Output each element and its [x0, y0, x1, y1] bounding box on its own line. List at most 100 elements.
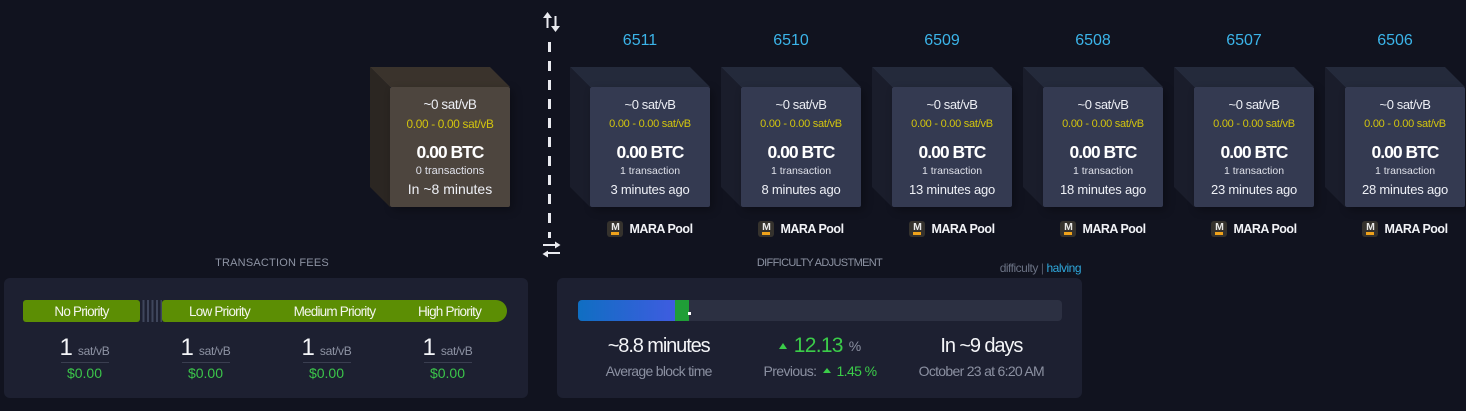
block-height-link[interactable]: 6507 — [1226, 32, 1262, 49]
block-front-face: ~0 sat/vB 0.00 - 0.00 sat/vB 0.00 BTC 1 … — [590, 87, 710, 207]
progress-now-marker — [687, 312, 691, 315]
median-fee: ~0 sat/vB — [423, 96, 477, 112]
block-left-face — [1174, 67, 1194, 207]
arrow-up-down-icon — [543, 12, 560, 32]
mined-block-column: 6507 ~0 sat/vB 0.00 - 0.00 sat/vB 0.00 B… — [1174, 0, 1314, 260]
pool-logo-icon: M — [1060, 220, 1077, 237]
mining-pool-link[interactable]: M MARA Pool — [1043, 220, 1163, 237]
fee-divider — [302, 362, 351, 363]
median-fee: ~0 sat/vB — [1228, 96, 1280, 112]
average-block-time-label: Average block time — [605, 362, 713, 379]
block-top-face — [370, 67, 510, 87]
mined-block[interactable]: ~0 sat/vB 0.00 - 0.00 sat/vB 0.00 BTC 1 … — [721, 67, 861, 207]
block-height-link[interactable]: 6509 — [924, 32, 960, 49]
fee-rate-high-priority: 1 sat/vB $0.00 — [387, 334, 508, 394]
tx-count: 1 transaction — [619, 164, 681, 177]
mined-block-column: 6506 ~0 sat/vB 0.00 - 0.00 sat/vB 0.00 B… — [1325, 0, 1465, 260]
difficulty-adjustment-card: ~8.8 minutes Average block time 12.13 % … — [557, 278, 1082, 398]
low-priority-badge[interactable]: Low Priority — [189, 303, 251, 319]
mined-block-column: 6510 ~0 sat/vB 0.00 - 0.00 sat/vB 0.00 B… — [721, 0, 861, 260]
fee-rate-no-priority: 1 sat/vB $0.00 — [24, 334, 145, 394]
fee-fiat-value: $0.00 — [187, 365, 224, 381]
total-btc: 0.00 BTC — [918, 141, 987, 162]
arrow-up-icon — [778, 343, 787, 349]
fee-rate-unit: sat/vB — [77, 344, 110, 358]
block-height-link[interactable]: 6511 — [622, 32, 658, 49]
mining-pool-link[interactable]: M MARA Pool — [892, 220, 1012, 237]
progress-elapsed — [578, 300, 676, 321]
block-height-link[interactable]: 6510 — [773, 32, 809, 49]
block-top-face — [1174, 67, 1314, 87]
fee-range: 0.00 - 0.00 sat/vB — [406, 116, 494, 131]
total-btc: 0.00 BTC — [616, 141, 685, 162]
mining-pool-link[interactable]: M MARA Pool — [1345, 220, 1465, 237]
mining-pool-link[interactable]: M MARA Pool — [590, 220, 710, 237]
time-ago: 28 minutes ago — [1361, 181, 1449, 197]
median-fee: ~0 sat/vB — [775, 96, 827, 112]
block-left-face — [1325, 67, 1345, 207]
toggle-separator: | — [1040, 261, 1044, 275]
total-btc: 0.00 BTC — [1371, 141, 1440, 162]
arrow-up-icon — [823, 368, 832, 373]
time-ago: 8 minutes ago — [761, 181, 841, 197]
pool-logo-icon: M — [1362, 220, 1379, 237]
block-top-face — [872, 67, 1012, 87]
difficulty-change-unit: % — [848, 338, 862, 354]
fee-rate-low-priority: 1 sat/vB $0.00 — [145, 334, 266, 394]
block-left-face — [570, 67, 590, 207]
difficulty-progress-bar — [578, 300, 1062, 321]
retarget-stat: In ~9 days October 23 at 6:20 AM — [901, 332, 1062, 390]
mined-block[interactable]: ~0 sat/vB 0.00 - 0.00 sat/vB 0.00 BTC 1 … — [1174, 67, 1314, 207]
block-top-face — [721, 67, 861, 87]
high-priority-badge[interactable]: High Priority — [417, 303, 482, 319]
fee-rate-unit: sat/vB — [319, 344, 352, 358]
difficulty-panel-title: DIFFICULTY ADJUSTMENT — [756, 257, 883, 269]
mined-block-column: 6509 ~0 sat/vB 0.00 - 0.00 sat/vB 0.00 B… — [872, 0, 1012, 260]
fee-rate-value: 1 — [422, 334, 436, 361]
tx-count: 0 transactions — [415, 164, 485, 177]
pool-logo-icon: M — [909, 220, 926, 237]
mining-pool-link[interactable]: M MARA Pool — [1194, 220, 1314, 237]
swap-horizontal-icon — [542, 241, 561, 258]
toggle-halving-link[interactable]: halving — [1046, 261, 1081, 275]
fee-rate-unit: sat/vB — [440, 344, 473, 358]
average-block-time-stat: ~8.8 minutes Average block time — [578, 332, 739, 390]
retarget-date-label: October 23 at 6:20 AM — [918, 362, 1045, 379]
no-priority-badge[interactable]: No Priority — [23, 300, 140, 322]
block-height-link[interactable]: 6506 — [1377, 32, 1413, 49]
pool-name: MARA Pool — [629, 221, 693, 236]
fee-range: 0.00 - 0.00 sat/vB — [1364, 117, 1446, 130]
block-eta: In ~8 minutes — [407, 180, 493, 197]
difficulty-change-value: 12.13 — [793, 334, 844, 357]
fee-fiat-value: $0.00 — [308, 365, 345, 381]
total-btc: 0.00 BTC — [767, 141, 836, 162]
pool-logo-icon: M — [1211, 220, 1228, 237]
time-ago: 18 minutes ago — [1059, 181, 1147, 197]
mined-block[interactable]: ~0 sat/vB 0.00 - 0.00 sat/vB 0.00 BTC 1 … — [872, 67, 1012, 207]
mined-block[interactable]: ~0 sat/vB 0.00 - 0.00 sat/vB 0.00 BTC 1 … — [1023, 67, 1163, 207]
mempool-block[interactable]: ~0 sat/vB 0.00 - 0.00 sat/vB 0.00 BTC 0 … — [370, 67, 510, 207]
toggle-difficulty-link[interactable]: difficulty — [999, 261, 1039, 275]
block-height-link[interactable]: 6508 — [1075, 32, 1111, 49]
difficulty-change-stat: 12.13 % Previous: 1.45 % — [739, 332, 900, 390]
total-btc: 0.00 BTC — [1220, 141, 1289, 162]
tx-count: 1 transaction — [1374, 164, 1436, 177]
mining-pool-link[interactable]: M MARA Pool — [741, 220, 861, 237]
pool-name: MARA Pool — [1233, 221, 1297, 236]
fee-rate-value: 1 — [180, 334, 194, 361]
fee-fiat-value: $0.00 — [66, 365, 103, 381]
fee-fiat-value: $0.00 — [429, 365, 466, 381]
fee-range: 0.00 - 0.00 sat/vB — [911, 117, 993, 130]
fee-range: 0.00 - 0.00 sat/vB — [609, 117, 691, 130]
medium-priority-badge[interactable]: Medium Priority — [293, 303, 377, 319]
difficulty-halving-toggle: difficulty | halving — [999, 261, 1082, 276]
priority-badges-row: No Priority Low Priority Medium Priority… — [4, 300, 528, 322]
fee-rates-row: 1 sat/vB $0.00 1 sat/vB $0.00 1 sat/vB $… — [24, 334, 508, 394]
median-fee: ~0 sat/vB — [1379, 96, 1431, 112]
mined-block[interactable]: ~0 sat/vB 0.00 - 0.00 sat/vB 0.00 BTC 1 … — [570, 67, 710, 207]
mined-block[interactable]: ~0 sat/vB 0.00 - 0.00 sat/vB 0.00 BTC 1 … — [1325, 67, 1465, 207]
fee-rate-unit: sat/vB — [198, 344, 231, 358]
block-left-face — [721, 67, 741, 207]
average-block-time-value: ~8.8 minutes — [607, 335, 711, 357]
block-left-face — [1023, 67, 1043, 207]
